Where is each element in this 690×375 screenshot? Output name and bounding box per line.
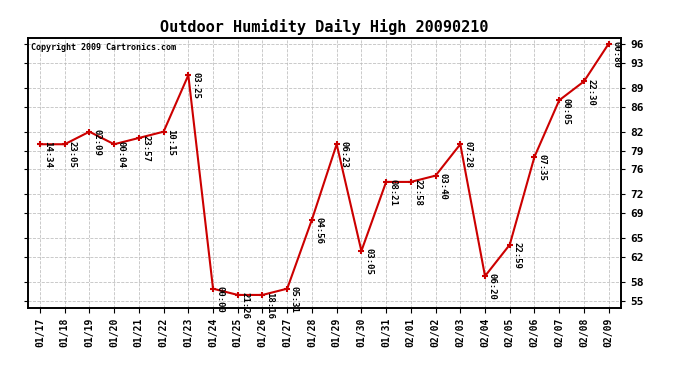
Text: 22:59: 22:59: [513, 242, 522, 269]
Text: Copyright 2009 Cartronics.com: Copyright 2009 Cartronics.com: [30, 43, 175, 52]
Text: 00:00: 00:00: [216, 286, 225, 313]
Text: 18:16: 18:16: [265, 292, 274, 319]
Text: 08:21: 08:21: [389, 179, 398, 206]
Text: 06:20: 06:20: [488, 273, 497, 300]
Title: Outdoor Humidity Daily High 20090210: Outdoor Humidity Daily High 20090210: [160, 19, 489, 35]
Text: 03:25: 03:25: [191, 72, 200, 99]
Text: 03:40: 03:40: [438, 173, 447, 200]
Text: 14:34: 14:34: [43, 141, 52, 168]
Text: 22:58: 22:58: [413, 179, 422, 206]
Text: 23:05: 23:05: [68, 141, 77, 168]
Text: 21:26: 21:26: [241, 292, 250, 319]
Text: 06:23: 06:23: [339, 141, 348, 168]
Text: 00:80: 00:80: [611, 41, 620, 68]
Text: 05:31: 05:31: [290, 286, 299, 313]
Text: 07:28: 07:28: [463, 141, 472, 168]
Text: 23:57: 23:57: [141, 135, 150, 162]
Text: 02:09: 02:09: [92, 129, 101, 156]
Text: 04:56: 04:56: [315, 217, 324, 244]
Text: 10:15: 10:15: [166, 129, 175, 156]
Text: 03:05: 03:05: [364, 248, 373, 275]
Text: 07:35: 07:35: [538, 154, 546, 181]
Text: 00:05: 00:05: [562, 98, 571, 124]
Text: 00:04: 00:04: [117, 141, 126, 168]
Text: 22:30: 22:30: [586, 79, 595, 105]
